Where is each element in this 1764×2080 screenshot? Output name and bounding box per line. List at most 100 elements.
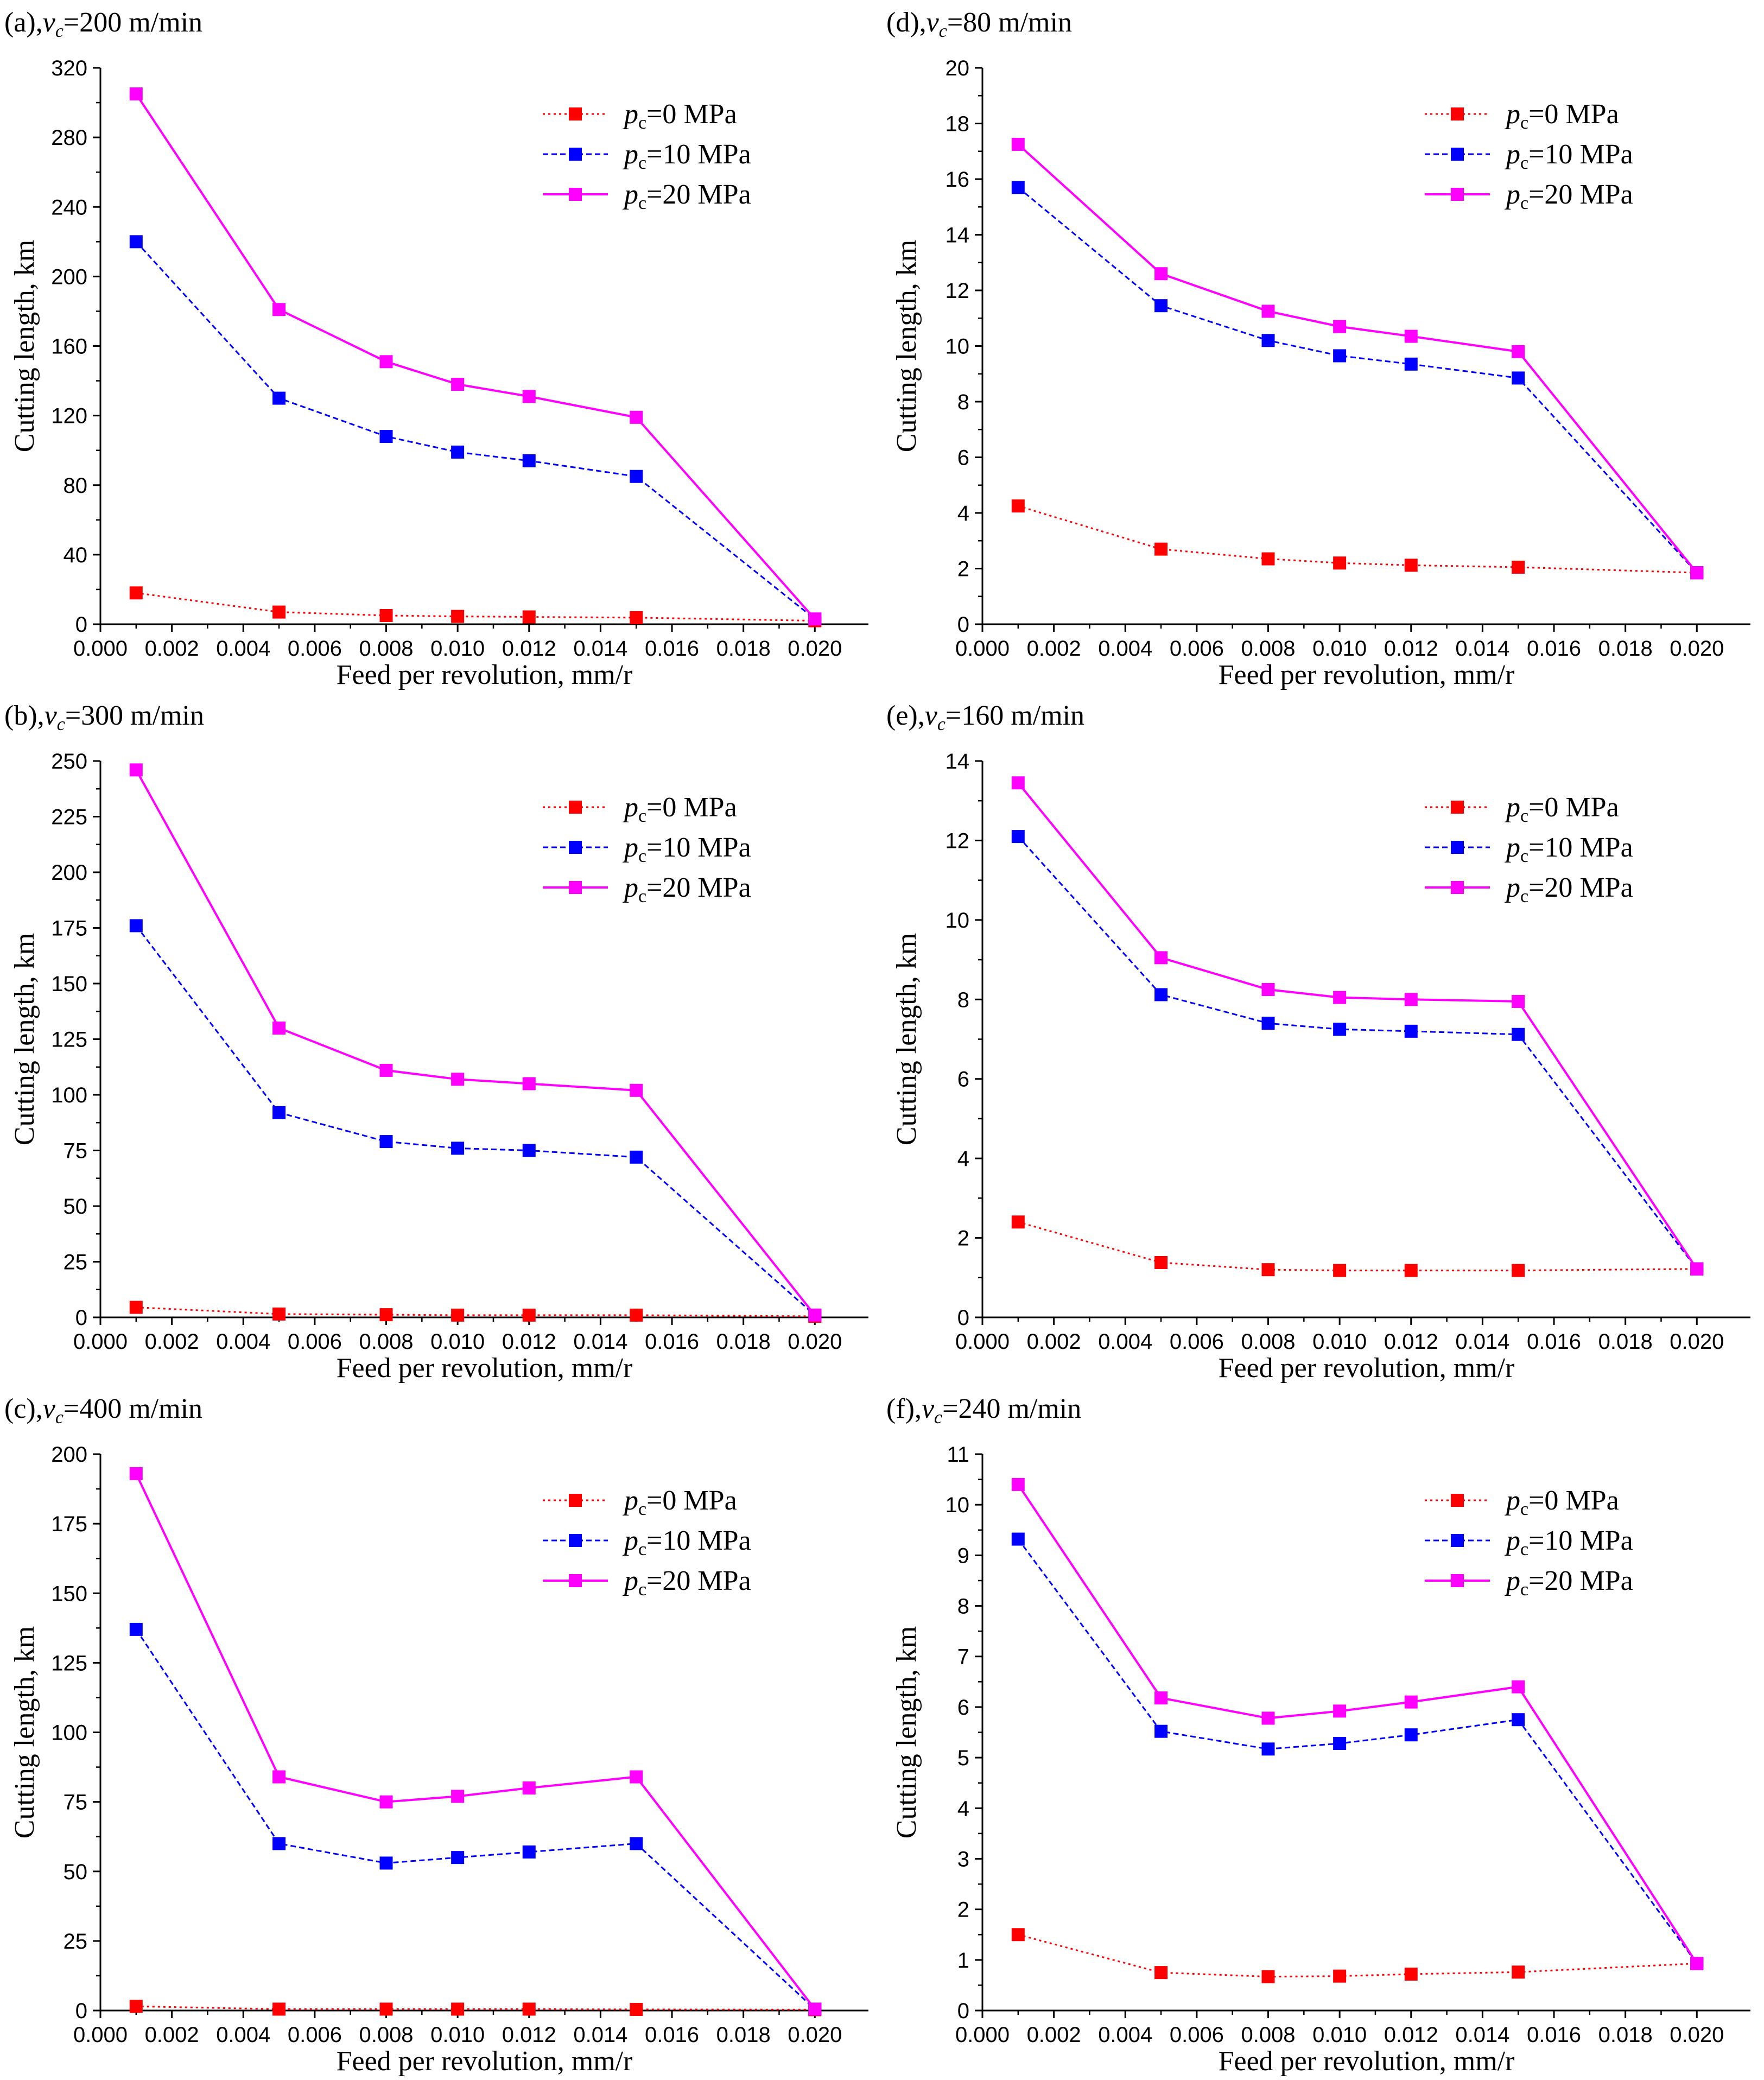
y-tick-label: 8 (957, 988, 969, 1012)
y-tick-label: 150 (51, 972, 87, 996)
x-tick-label: 0.004 (216, 637, 270, 661)
chart-title: (b),vc=300 m/min (4, 700, 204, 734)
x-tick-label: 0.010 (430, 1330, 485, 1354)
x-tick-label: 0.020 (788, 637, 842, 661)
legend-marker (1451, 1574, 1464, 1587)
legend-marker (569, 107, 582, 121)
data-point (1512, 994, 1525, 1008)
data-point (379, 1308, 393, 1322)
x-tick-label: 0.006 (1170, 637, 1224, 661)
series-line-0 (136, 1307, 815, 1317)
legend-label: pс=0 MPa (622, 1485, 737, 1519)
y-tick-label: 80 (64, 474, 88, 498)
series-line-0 (1018, 1933, 1697, 1978)
x-tick-label: 0.018 (1598, 637, 1653, 661)
x-tick-label: 0.006 (288, 1330, 342, 1354)
legend-label: pс=0 MPa (1504, 1485, 1619, 1519)
data-point (379, 430, 393, 443)
data-point (1333, 1264, 1347, 1277)
legend-marker (1451, 1534, 1464, 1547)
x-axis-label: Feed per revolution, mm/r (1219, 2046, 1515, 2077)
y-tick-label: 75 (64, 1791, 88, 1815)
x-tick-label: 0.010 (1312, 1330, 1367, 1354)
x-tick-label: 0.000 (73, 637, 128, 661)
y-tick-label: 250 (51, 750, 87, 773)
data-point (129, 763, 143, 777)
chart-panel-b: (b),vc=300 m/min 0 25 50 75 100 125 150 175 200 22… (0, 693, 882, 1386)
data-point (1404, 1024, 1418, 1038)
x-tick-label: 0.008 (359, 2023, 413, 2047)
data-point (379, 608, 393, 622)
chart-title: (e),vc=160 m/min (886, 700, 1084, 734)
legend-label: pс=0 MPa (1504, 99, 1619, 133)
legend-marker (569, 881, 582, 894)
data-point (630, 1837, 643, 1850)
legend-marker (1451, 1494, 1464, 1507)
data-point (630, 1083, 643, 1097)
legend-marker (569, 188, 582, 201)
y-tick-label: 200 (51, 861, 87, 885)
data-point (379, 1795, 393, 1809)
y-tick-label: 200 (51, 1443, 87, 1467)
data-point (451, 1142, 465, 1155)
x-axis-label: Feed per revolution, mm/r (1219, 659, 1515, 690)
legend-marker (569, 841, 582, 854)
y-tick-label: 5 (957, 1746, 969, 1770)
y-tick-label: 7 (957, 1645, 969, 1669)
data-point (379, 2002, 393, 2016)
data-point (1154, 988, 1168, 1001)
data-point (129, 87, 143, 101)
data-point (379, 1135, 393, 1149)
x-tick-label: 0.020 (1670, 1330, 1724, 1354)
x-axis-label: Feed per revolution, mm/r (1219, 1353, 1515, 1384)
x-tick-label: 0.006 (1170, 2023, 1224, 2047)
data-point (630, 470, 643, 483)
data-point (630, 1150, 643, 1164)
data-point (1011, 1928, 1025, 1942)
y-tick-label: 75 (64, 1139, 88, 1163)
x-tick-label: 0.002 (1027, 637, 1081, 661)
x-tick-label: 0.012 (1384, 1330, 1438, 1354)
x-tick-label: 0.016 (645, 637, 699, 661)
y-tick-label: 100 (51, 1083, 87, 1107)
x-tick-label: 0.002 (145, 637, 199, 661)
data-point (1261, 1017, 1275, 1030)
x-tick-label: 0.020 (788, 2023, 842, 2047)
x-axis-label: Feed per revolution, mm/r (337, 659, 633, 690)
x-tick-label: 0.016 (1527, 1330, 1581, 1354)
data-point (1512, 1965, 1525, 1979)
x-tick-label: 0.014 (573, 2023, 627, 2047)
data-point (451, 1073, 465, 1086)
data-point (808, 1308, 822, 1322)
data-point (1512, 371, 1525, 385)
chart-panel-f: (f),vc=240 m/min 0 1 2 3 4 5 6 7 8 9 10 11 0.000 0.002… (882, 1386, 1764, 2079)
data-point (522, 1077, 536, 1090)
y-tick-label: 4 (957, 1147, 969, 1171)
y-tick-label: 20 (946, 56, 970, 80)
x-tick-label: 0.012 (1384, 2023, 1438, 2047)
y-tick-label: 2 (957, 1227, 969, 1251)
series-line-0 (1018, 1221, 1697, 1272)
data-point (1404, 993, 1418, 1006)
data-point (451, 445, 465, 459)
data-point (1333, 556, 1347, 570)
data-point (1154, 1724, 1168, 1738)
x-tick-label: 0.004 (1098, 2023, 1152, 2047)
data-point (808, 2002, 822, 2016)
data-point (272, 1770, 286, 1784)
data-point (1154, 1691, 1168, 1705)
x-tick-label: 0.004 (1098, 637, 1152, 661)
data-point (1011, 1532, 1025, 1546)
data-point (272, 2002, 286, 2016)
x-tick-label: 0.010 (1312, 637, 1367, 661)
data-point (1261, 1742, 1275, 1756)
data-point (379, 1856, 393, 1870)
axis-frame (99, 761, 868, 1318)
x-tick-label: 0.000 (955, 2023, 1010, 2047)
x-tick-label: 0.012 (502, 2023, 556, 2047)
data-point (630, 1308, 643, 1322)
x-tick-label: 0.008 (359, 1330, 413, 1354)
data-point (1154, 1255, 1168, 1269)
data-point (1333, 1704, 1347, 1718)
